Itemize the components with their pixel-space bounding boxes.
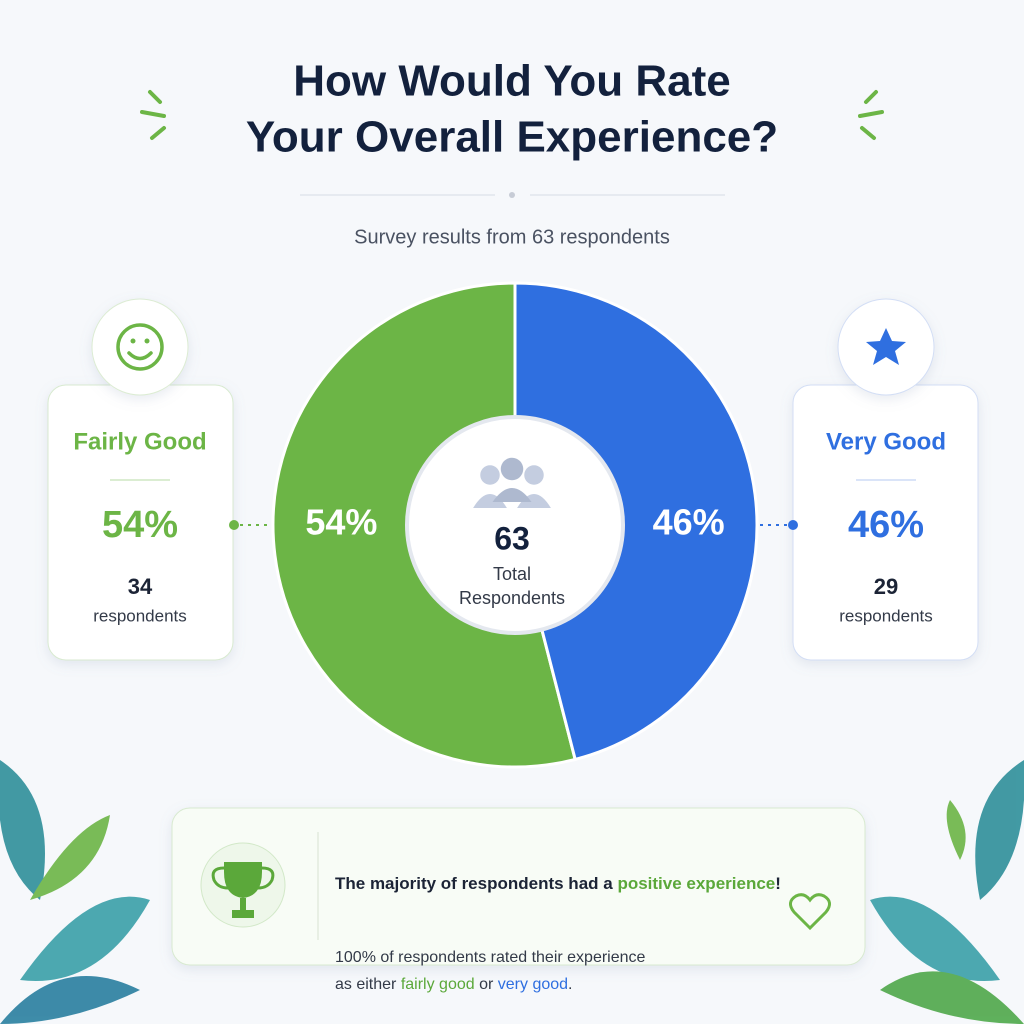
card-count-label: respondents <box>93 606 187 625</box>
text: as either <box>335 976 401 993</box>
people-icon <box>480 465 500 485</box>
trophy-icon <box>224 862 262 918</box>
icon-circle <box>91 298 189 396</box>
callout-body: 100% of respondents rated their experien… <box>335 944 805 998</box>
connector-dot <box>229 520 239 530</box>
text: . <box>568 976 573 993</box>
text: The majority of respondents had a <box>335 874 618 893</box>
smile-eye <box>130 338 136 344</box>
card-title: Very Good <box>826 428 946 455</box>
people-icon <box>524 465 544 485</box>
card-count: 29 <box>874 574 898 599</box>
card-percent: 54% <box>102 504 178 546</box>
divider-dot <box>509 192 515 198</box>
center-disc <box>405 415 625 635</box>
smile-eye <box>144 338 150 344</box>
callout: The majority of respondents had a positi… <box>335 838 805 1016</box>
highlight: very good <box>497 976 569 993</box>
chart-title: How Would You Rate <box>293 57 731 106</box>
heart-icon <box>789 893 831 931</box>
people-icon <box>492 488 532 502</box>
connector-dot <box>788 520 798 530</box>
chart-title: Your Overall Experience? <box>246 113 778 162</box>
center-value: 63 <box>494 520 530 556</box>
card-count: 34 <box>128 574 153 599</box>
callout-box <box>171 807 866 966</box>
highlight: positive experience <box>617 874 776 893</box>
card-title: Fairly Good <box>73 428 206 455</box>
trophy-handles <box>211 866 275 890</box>
value-label: 54% <box>305 502 377 543</box>
highlight: fairly good <box>400 976 475 993</box>
text: 100% of respondents rated their experien… <box>335 949 646 966</box>
callout-heading: The majority of respondents had a positi… <box>335 874 805 894</box>
value-label: 46% <box>653 502 725 543</box>
leaves <box>0 760 1024 1024</box>
card-count-label: respondents <box>839 606 933 625</box>
text: ! <box>775 874 781 893</box>
star-icon <box>866 328 906 365</box>
center-label: Respondents <box>459 588 565 608</box>
text: or <box>474 976 498 993</box>
subtitle: Survey results from 63 respondents <box>354 226 670 248</box>
smile-icon <box>116 323 164 371</box>
decoration <box>140 90 884 140</box>
card-percent: 46% <box>848 504 924 546</box>
people-icon <box>500 457 524 481</box>
center-label: Total <box>493 564 531 584</box>
